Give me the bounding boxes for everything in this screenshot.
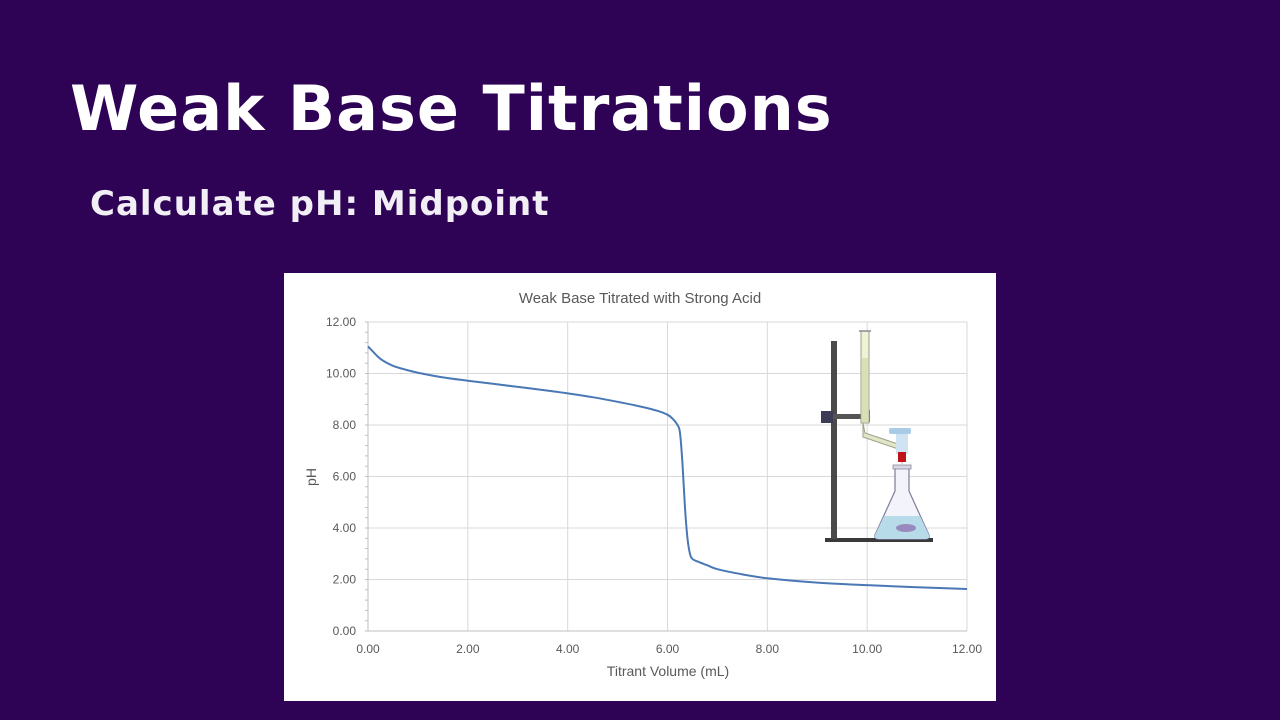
slide-title: Weak Base Titrations: [70, 72, 833, 145]
series-layer: [367, 345, 968, 591]
indicator-color: [896, 524, 916, 532]
titration-curve: [367, 345, 968, 591]
x-tick-label: 8.00: [756, 642, 780, 656]
y-tick-label: 2.00: [333, 573, 357, 587]
y-tick-label: 8.00: [333, 418, 357, 432]
x-tick-label: 6.00: [656, 642, 680, 656]
x-tick-label: 10.00: [852, 642, 882, 656]
stopper: [898, 452, 906, 462]
y-axis-label: pH: [303, 468, 319, 486]
stand-rod: [831, 341, 837, 539]
chart-title: Weak Base Titrated with Strong Acid: [519, 290, 761, 307]
x-tick-label: 12.00: [952, 642, 982, 656]
slide-subtitle: Calculate pH: Midpoint: [90, 184, 550, 224]
x-tick-label: 0.00: [356, 642, 380, 656]
titration-apparatus-icon: [821, 330, 933, 542]
burette-liquid: [862, 358, 868, 422]
y-tick-label: 0.00: [333, 624, 357, 638]
x-axis-label: Titrant Volume (mL): [607, 663, 729, 679]
y-tick-label: 12.00: [326, 315, 356, 329]
y-tick-label: 10.00: [326, 367, 356, 381]
y-tick-label: 6.00: [333, 470, 357, 484]
gridlines: [368, 321, 968, 631]
chart-canvas: Weak Base Titrated with Strong Acid 0.00…: [303, 290, 982, 679]
stand-base: [825, 538, 933, 542]
titration-chart: Weak Base Titrated with Strong Acid 0.00…: [284, 273, 996, 701]
clamp-knob: [821, 411, 833, 423]
stopcock: [889, 428, 911, 434]
x-tick-label: 2.00: [456, 642, 480, 656]
clamp-arm: [833, 414, 867, 419]
axes: [365, 321, 967, 632]
tick-labels: 0.00 2.00 4.00 6.00 8.00 10.00 12.00 0.00 2.00 4.…: [326, 315, 982, 656]
y-tick-label: 4.00: [333, 521, 357, 535]
x-tick-label: 4.00: [556, 642, 580, 656]
